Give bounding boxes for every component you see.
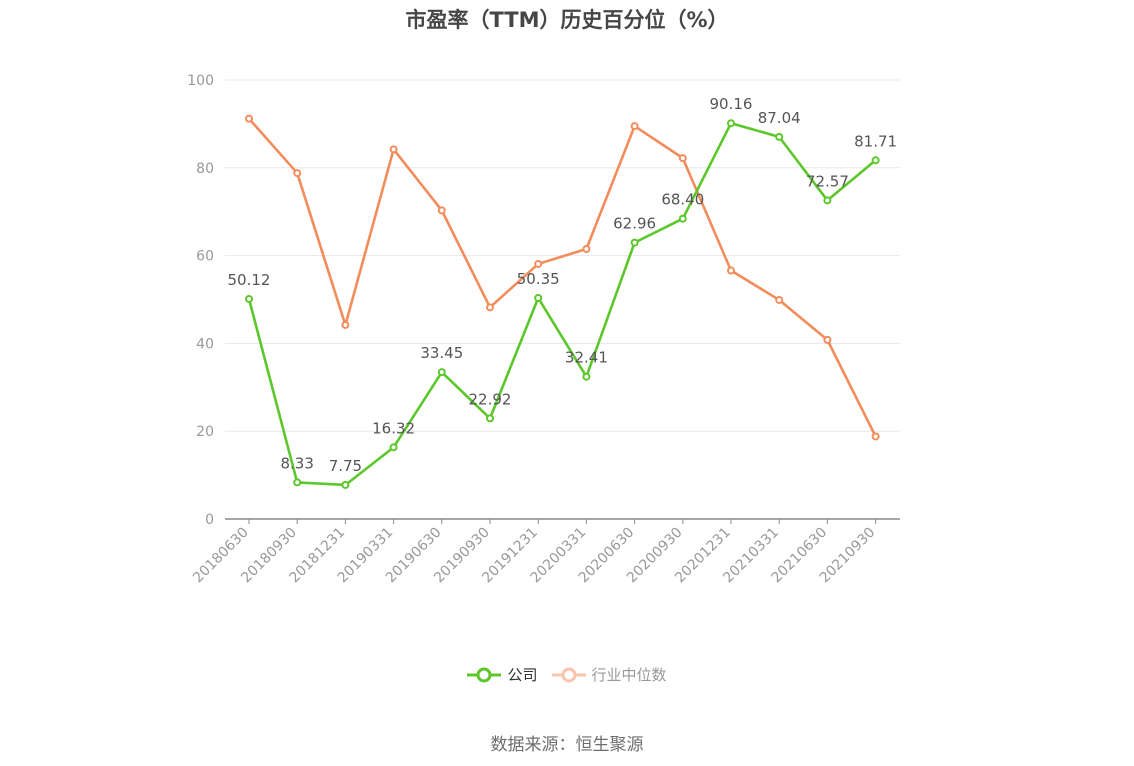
company-data-point[interactable] [823, 196, 832, 205]
company-data-label: 16.32 [372, 419, 415, 437]
company-series-line [247, 121, 877, 487]
company-data-label: 50.35 [517, 270, 560, 288]
company-data-point[interactable] [534, 293, 543, 302]
company-data-label: 81.71 [854, 132, 897, 150]
industry-data-point[interactable] [341, 320, 350, 329]
company-data-point[interactable] [775, 132, 784, 141]
industry-data-point[interactable] [727, 266, 735, 275]
industry-data-point[interactable] [534, 259, 543, 268]
y-tick-label: 80 [196, 161, 214, 177]
company-data-point[interactable] [678, 214, 687, 223]
industry-data-point[interactable] [389, 145, 398, 154]
industry-data-point[interactable] [486, 303, 494, 312]
industry-data-point[interactable] [582, 245, 591, 254]
company-data-point[interactable] [486, 414, 494, 423]
y-tick-label: 40 [196, 336, 214, 352]
company-data-point[interactable] [630, 238, 639, 247]
legend-company-marker-icon [467, 667, 502, 682]
company-data-label: 8.33 [280, 454, 313, 472]
company-data-label: 72.57 [806, 172, 849, 190]
company-data-label: 33.45 [420, 344, 463, 362]
data-labels: 50.12 8.33 7.75 16.32 33.45 22.92 50.35 32.41 62… [228, 95, 898, 475]
y-tick-label: 60 [196, 249, 214, 265]
company-data-point[interactable] [727, 119, 735, 128]
industry-data-point[interactable] [293, 169, 302, 178]
legend: 公司 行业中位数 [0, 664, 1134, 685]
legend-industry-label: 行业中位数 [591, 666, 667, 684]
company-data-label: 7.75 [329, 457, 362, 475]
industry-series-line [248, 117, 877, 438]
company-data-label: 90.16 [710, 95, 753, 113]
industry-data-point[interactable] [823, 335, 832, 344]
company-data-label: 62.96 [613, 215, 656, 233]
company-data-label: 50.12 [228, 271, 271, 289]
company-data-point[interactable] [437, 368, 446, 377]
industry-data-point[interactable] [775, 295, 784, 304]
industry-data-point[interactable] [437, 206, 446, 215]
chart-title: 市盈率（TTM）历史百分位（%） [405, 8, 729, 32]
company-data-label: 32.41 [565, 349, 608, 367]
company-data-label: 22.92 [469, 390, 512, 408]
source-note: 数据来源：恒生聚源 [490, 735, 644, 755]
industry-data-point[interactable] [678, 154, 687, 163]
industry-data-point[interactable] [245, 114, 253, 123]
company-data-label: 68.40 [661, 191, 704, 209]
legend-item-industry[interactable]: 行业中位数 [551, 664, 667, 685]
y-tick-label: 100 [187, 73, 214, 89]
industry-data-point[interactable] [871, 432, 880, 441]
company-data-point[interactable] [293, 478, 302, 487]
company-data-point[interactable] [245, 294, 253, 303]
legend-company-label: 公司 [507, 666, 538, 684]
legend-industry-marker-icon [551, 667, 586, 682]
company-data-point[interactable] [871, 156, 880, 165]
company-data-point[interactable] [582, 372, 591, 381]
company-data-label: 87.04 [758, 109, 801, 127]
y-tick-label: 20 [196, 424, 214, 440]
axes: 0204060801002018063020180930201812312019… [187, 73, 900, 586]
company-data-point[interactable] [389, 443, 398, 452]
industry-data-point[interactable] [630, 122, 639, 131]
company-data-point[interactable] [341, 480, 350, 489]
series-lines [245, 114, 880, 489]
legend-item-company[interactable]: 公司 [467, 664, 538, 685]
y-tick-label: 0 [205, 512, 214, 528]
